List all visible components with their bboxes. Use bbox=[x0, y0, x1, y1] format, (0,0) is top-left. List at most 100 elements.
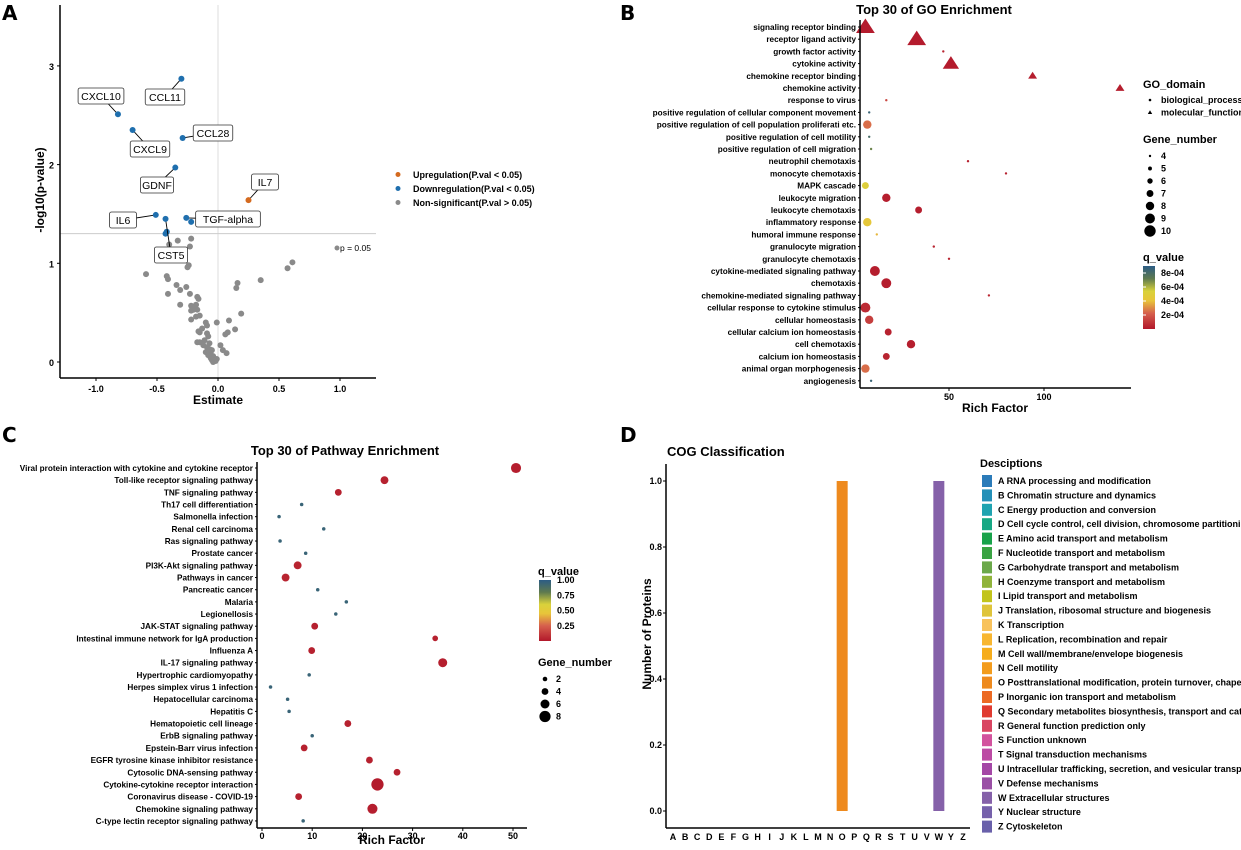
cog-legend-swatch bbox=[982, 547, 992, 559]
volcano-point-label: CXCL10 bbox=[81, 91, 121, 103]
pathway-point bbox=[287, 709, 291, 714]
pathway-legend-size-circle bbox=[539, 710, 551, 723]
go-point-circle bbox=[868, 135, 871, 138]
cog-x-tick-label: Y bbox=[948, 832, 954, 842]
pathway-legend-size-label: 6 bbox=[556, 699, 561, 709]
cog-legend-swatch bbox=[982, 748, 992, 761]
pathway-term-label: Salmonella infection bbox=[173, 513, 253, 522]
pathway-point bbox=[311, 622, 319, 630]
go-colorbar-label: 2e-04 bbox=[1161, 310, 1184, 320]
volcano-y-tick-label: 0 bbox=[49, 358, 54, 368]
cog-x-tick-label: Q bbox=[863, 832, 870, 842]
pathway-point bbox=[334, 488, 342, 496]
go-term-label: cytokine-mediated signaling pathway bbox=[711, 267, 857, 276]
go-point-circle bbox=[875, 233, 878, 236]
volcano-point-down bbox=[162, 230, 169, 237]
pathway-term-label: Malaria bbox=[225, 598, 254, 607]
cog-x-tick-label: T bbox=[900, 832, 906, 842]
cog-legend-label: M Cell wall/membrane/envelope biogenesis bbox=[998, 649, 1183, 659]
volcano-y-tick-label: 2 bbox=[49, 161, 54, 171]
cog-x-tick-label: F bbox=[731, 832, 737, 842]
pathway-colorbar-label: 1.00 bbox=[557, 575, 575, 585]
cog-x-tick-label: Z bbox=[960, 832, 966, 842]
go-point-circle bbox=[932, 245, 935, 248]
volcano-threshold-label: p = 0.05 bbox=[340, 243, 371, 253]
volcano-point-ns bbox=[201, 337, 208, 344]
cog-legend-swatch bbox=[982, 705, 992, 718]
pathway-point bbox=[321, 527, 326, 531]
volcano-point-ns bbox=[232, 326, 239, 333]
volcano-y-tick-label: 3 bbox=[49, 62, 54, 72]
pathway-point bbox=[310, 733, 314, 738]
go-colorbar-label: 6e-04 bbox=[1161, 282, 1184, 292]
cog-legend-label: E Amino acid transport and metabolism bbox=[998, 534, 1168, 544]
pathway-term-label: Epstein-Barr virus infection bbox=[146, 744, 253, 753]
cog-x-tick-label: V bbox=[924, 832, 930, 842]
cog-legend-swatch bbox=[982, 676, 992, 689]
volcano-point-down bbox=[178, 75, 185, 82]
volcano-x-tick-label: 1.0 bbox=[334, 384, 347, 394]
volcano-point-ns bbox=[223, 350, 230, 357]
cog-legend-swatch bbox=[982, 734, 992, 747]
cog-legend-swatch bbox=[982, 691, 992, 703]
go-point-circle bbox=[906, 340, 916, 349]
cog-legend-label: G Carbohydrate transport and metabolism bbox=[998, 562, 1179, 572]
go-term-label: positive regulation of cellular componen… bbox=[653, 108, 857, 117]
cog-x-tick-label: S bbox=[887, 832, 893, 842]
go-point-circle bbox=[863, 218, 872, 227]
cog-x-tick-label: O bbox=[839, 832, 846, 842]
go-legend-size-circle bbox=[1145, 213, 1155, 224]
cog-legend-title: Desciptions bbox=[980, 458, 1042, 470]
cog-legend-swatch bbox=[982, 532, 992, 545]
volcano-point-down bbox=[114, 111, 121, 118]
volcano-point-ns bbox=[217, 342, 224, 349]
cog-legend-swatch bbox=[982, 647, 992, 660]
volcano-point-ns bbox=[193, 313, 200, 320]
pathway-point bbox=[344, 720, 352, 727]
panel-letter-d: D bbox=[620, 423, 637, 447]
volcano-label-box bbox=[251, 173, 279, 191]
pathway-enrichment-plot: Top 30 of Pathway Enrichment Viral prote… bbox=[20, 443, 613, 847]
volcano-point-ns bbox=[174, 237, 181, 244]
go-legend-size-circle bbox=[1148, 166, 1152, 171]
cog-legend-label: T Signal transduction mechanisms bbox=[998, 750, 1147, 760]
go-point-circle bbox=[869, 379, 873, 382]
cog-x-tick-label: G bbox=[742, 832, 749, 842]
go-term-label: inflammatory response bbox=[766, 218, 857, 227]
go-x-axis-title: Rich Factor bbox=[962, 401, 1028, 415]
go-x-tick-label: 100 bbox=[1036, 392, 1051, 402]
pathway-point bbox=[344, 600, 349, 604]
cog-y-tick-label: 0.6 bbox=[649, 608, 662, 618]
pathway-point bbox=[268, 685, 273, 689]
volcano-point-ns bbox=[186, 243, 193, 250]
volcano-x-tick-label: -0.5 bbox=[149, 384, 165, 394]
volcano-threshold-marker bbox=[334, 245, 340, 251]
cog-legend-swatch bbox=[982, 806, 992, 819]
volcano-point-label: TGF-alpha bbox=[203, 214, 253, 226]
cog-x-tick-label: L bbox=[803, 832, 809, 842]
pathway-point bbox=[510, 462, 522, 474]
pathway-point bbox=[300, 744, 308, 752]
pathway-point bbox=[367, 803, 378, 814]
cog-x-tick-label: C bbox=[694, 832, 701, 842]
go-point-triangle bbox=[1115, 83, 1125, 91]
cog-legend-swatch bbox=[982, 619, 992, 631]
pathway-point bbox=[380, 476, 389, 485]
cog-legend-swatch bbox=[982, 633, 992, 646]
volcano-point-down bbox=[152, 211, 159, 218]
go-legend-domain-label: biological_process bbox=[1161, 95, 1241, 105]
volcano-label-box bbox=[153, 246, 188, 264]
cog-legend-label: S Function unknown bbox=[998, 735, 1087, 745]
volcano-point-ns bbox=[238, 310, 245, 317]
go-point-circle bbox=[861, 182, 869, 190]
volcano-point-down bbox=[162, 215, 169, 222]
go-term-label: granulocyte chemotaxis bbox=[762, 255, 856, 264]
cog-bar-o bbox=[836, 481, 848, 811]
volcano-label-box bbox=[129, 140, 171, 158]
cog-legend-swatch bbox=[982, 561, 992, 574]
go-term-label: cellular calcium ion homeostasis bbox=[728, 328, 857, 337]
cog-x-tick-label: J bbox=[779, 832, 784, 842]
pathway-term-label: ErbB signaling pathway bbox=[160, 732, 253, 741]
